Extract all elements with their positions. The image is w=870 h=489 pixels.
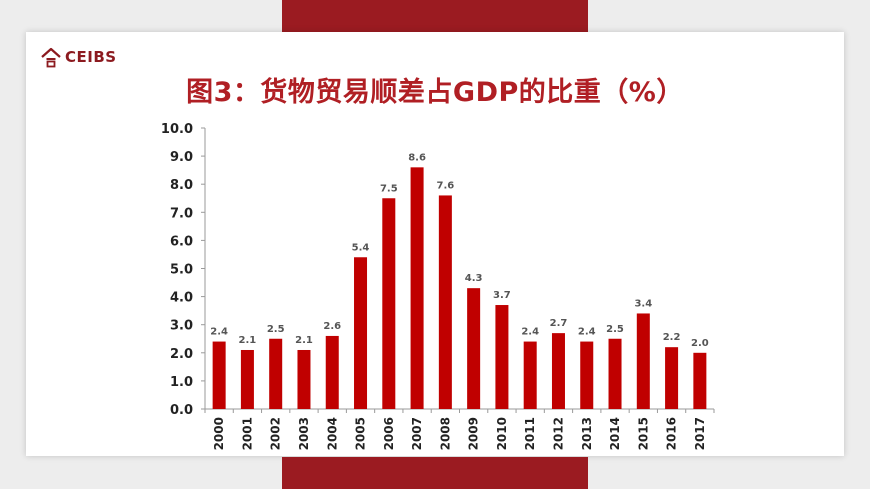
x-tick-label: 2011: [523, 417, 537, 450]
x-tick-label: 2003: [297, 417, 311, 450]
slide-frame: [26, 32, 844, 456]
bar: [467, 288, 481, 409]
bottom-accent-bar: [282, 457, 588, 489]
y-tick-label: 3.0: [170, 319, 193, 334]
bar: [495, 305, 509, 409]
ceibs-logo: CEIBS: [40, 46, 117, 68]
y-tick-label: 6.0: [170, 234, 193, 249]
bar: [354, 257, 368, 409]
y-tick-label: 5.0: [170, 263, 193, 278]
data-label: 3.7: [493, 290, 511, 301]
bar: [551, 333, 565, 409]
bar: [608, 338, 622, 409]
y-tick-label: 9.0: [170, 150, 193, 165]
x-tick-label: 2016: [665, 417, 679, 450]
x-tick-label: 2013: [580, 417, 594, 450]
y-tick-label: 7.0: [170, 206, 193, 221]
x-tick-label: 2005: [354, 417, 368, 450]
x-tick-label: 2008: [438, 417, 452, 450]
y-tick-label: 4.0: [170, 291, 193, 306]
chart-title: 图3：货物贸易顺差占GDP的比重（%）: [186, 77, 684, 108]
data-label: 7.5: [380, 183, 398, 194]
bar: [297, 349, 311, 409]
bar: [580, 341, 594, 409]
y-tick-label: 10.0: [161, 122, 193, 137]
y-tick-label: 8.0: [170, 178, 193, 193]
x-tick-label: 2012: [551, 417, 565, 450]
logo-text: CEIBS: [65, 48, 117, 66]
bar: [693, 352, 707, 409]
bar: [636, 313, 650, 409]
data-label: 5.4: [352, 242, 370, 253]
data-label: 2.6: [323, 321, 341, 332]
data-label: 2.5: [606, 324, 624, 335]
y-tick-label: 2.0: [170, 347, 193, 362]
bar: [382, 198, 396, 409]
bar: [212, 341, 226, 409]
bar: [325, 335, 339, 409]
data-label: 2.1: [295, 335, 313, 346]
data-label: 2.4: [210, 327, 228, 338]
data-label: 3.4: [634, 298, 652, 309]
data-label: 2.5: [267, 324, 285, 335]
x-tick-label: 2009: [467, 417, 481, 450]
x-tick-label: 2014: [608, 417, 622, 450]
x-tick-label: 2000: [212, 417, 226, 450]
bar: [410, 167, 424, 409]
x-tick-label: 2007: [410, 417, 424, 450]
y-tick-label: 1.0: [170, 375, 193, 390]
data-label: 4.3: [465, 273, 483, 284]
data-label: 2.7: [550, 318, 568, 329]
x-tick-label: 2004: [325, 417, 339, 450]
data-label: 2.4: [578, 327, 596, 338]
bar: [438, 195, 452, 409]
x-tick-label: 2006: [382, 417, 396, 450]
ceibs-emblem-icon: [41, 47, 61, 68]
x-tick-label: 2010: [495, 417, 509, 450]
x-tick-label: 2001: [240, 417, 254, 450]
bar: [665, 347, 679, 409]
x-tick-label: 2002: [269, 417, 283, 450]
x-tick-label: 2017: [693, 417, 707, 450]
x-tick-label: 2015: [636, 417, 650, 450]
data-label: 2.4: [521, 327, 539, 338]
data-label: 7.6: [437, 180, 455, 191]
top-accent-bar: [282, 0, 588, 32]
bar: [269, 338, 283, 409]
data-label: 2.2: [663, 332, 681, 343]
data-label: 2.1: [239, 335, 257, 346]
bar: [523, 341, 537, 409]
data-label: 2.0: [691, 338, 709, 349]
y-tick-label: 0.0: [170, 403, 193, 418]
bar: [240, 349, 254, 409]
data-label: 8.6: [408, 152, 426, 163]
